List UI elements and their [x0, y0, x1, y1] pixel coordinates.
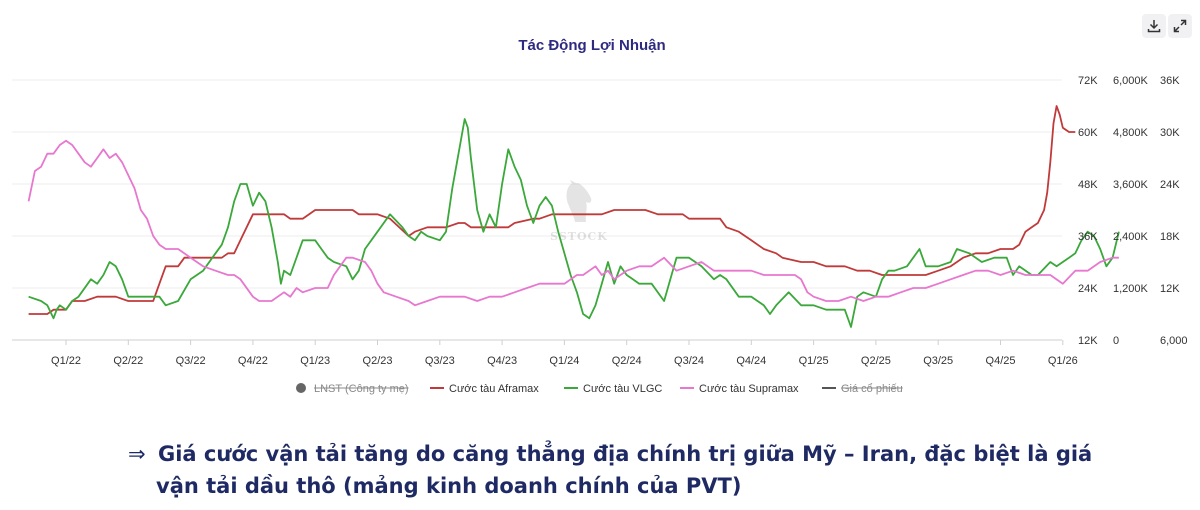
y-tick-label: 30K	[1160, 127, 1180, 139]
watermark: SSTOCK	[550, 180, 608, 243]
x-tick-label: Q3/22	[176, 355, 206, 367]
implies-arrow-icon: ⇒	[128, 442, 146, 466]
caption-line-2: vận tải dầu thô (mảng kinh doanh chính c…	[156, 474, 742, 498]
x-tick-label: Q2/24	[612, 355, 642, 367]
y-tick-label: 2,400K	[1113, 231, 1149, 243]
series-line	[28, 105, 1076, 315]
x-tick-label: Q2/23	[363, 355, 393, 367]
legend-label: Giá cổ phiếu	[841, 383, 903, 395]
y-tick-label: 12K	[1160, 283, 1180, 295]
x-tick-label: Q4/25	[986, 355, 1016, 367]
y-axes: 12K 24K 36K 48K 60K 72K 0 1,200K 2,400K 3,600K 4,8…	[1078, 75, 1188, 347]
x-tick-label: Q3/23	[425, 355, 455, 367]
x-tick-label: Q1/23	[300, 355, 330, 367]
download-button[interactable]	[1142, 14, 1166, 38]
y-tick-label: 24K	[1160, 179, 1180, 191]
series-line	[28, 118, 1120, 328]
x-axis: Q1/22 Q2/22 Q3/22 Q4/22 Q1/23 Q2/23 Q3/23 Q4/23…	[51, 340, 1078, 367]
x-tick-label: Q1/25	[799, 355, 829, 367]
y-tick-label: 36K	[1078, 231, 1098, 243]
horse-logo-icon	[566, 180, 592, 222]
x-tick-label: Q3/25	[923, 355, 953, 367]
profit-impact-chart: Tác Động Lợi Nhuận SSTOCK Q1/22 Q2/22 Q3/2…	[12, 37, 1188, 395]
expand-icon	[1173, 19, 1187, 33]
x-tick-label: Q3/24	[674, 355, 704, 367]
legend-item: Giá cổ phiếu	[822, 383, 903, 395]
y-tick-label: 60K	[1078, 127, 1098, 139]
legend-label: Cước tàu Supramax	[699, 383, 799, 395]
legend: LNST (Công ty mẹ) Cước tàu Aframax Cước tà…	[296, 383, 903, 395]
y-tick-label: 1,200K	[1113, 283, 1149, 295]
x-tick-label: Q2/25	[861, 355, 891, 367]
legend-label: Cước tàu Aframax	[449, 383, 539, 395]
download-icon	[1147, 20, 1161, 33]
grid-lines	[12, 79, 1062, 341]
x-tick-label: Q1/22	[51, 355, 81, 367]
y-tick-label: 0	[1113, 335, 1119, 347]
y-tick-label: 4,800K	[1113, 127, 1149, 139]
x-tick-label: Q1/24	[549, 355, 579, 367]
y-tick-label: 24K	[1078, 283, 1098, 295]
x-tick-label: Q4/24	[736, 355, 766, 367]
caption-line-1: Giá cước vận tải tăng do căng thẳng địa …	[158, 442, 1093, 466]
caption: ⇒ Giá cước vận tải tăng do căng thẳng đị…	[128, 438, 1128, 502]
legend-label: LNST (Công ty mẹ)	[314, 383, 409, 395]
x-tick-label: Q2/22	[113, 355, 143, 367]
legend-item: Cước tàu Supramax	[680, 383, 799, 395]
legend-marker	[296, 383, 306, 393]
legend-label: Cước tàu VLGC	[583, 383, 662, 395]
y-tick-label: 6,000	[1160, 335, 1188, 347]
series-line	[27, 139, 1119, 307]
x-tick-label: Q4/22	[238, 355, 268, 367]
y-tick-label: 18K	[1160, 231, 1180, 243]
expand-button[interactable]	[1168, 14, 1192, 38]
y-tick-label: 12K	[1078, 335, 1098, 347]
y-tick-label: 36K	[1160, 75, 1180, 87]
y-tick-label: 72K	[1078, 75, 1098, 87]
legend-item: Cước tàu VLGC	[564, 383, 662, 395]
series-lines	[27, 105, 1120, 328]
watermark-text: SSTOCK	[550, 230, 608, 243]
x-tick-label: Q4/23	[487, 355, 517, 367]
legend-item: Cước tàu Aframax	[430, 383, 539, 395]
y-tick-label: 6,000K	[1113, 75, 1149, 87]
legend-item: LNST (Công ty mẹ)	[296, 383, 409, 395]
chart-title: Tác Động Lợi Nhuận	[518, 37, 665, 54]
y-tick-label: 3,600K	[1113, 179, 1149, 191]
x-tick-label: Q1/26	[1048, 355, 1078, 367]
y-tick-label: 48K	[1078, 179, 1098, 191]
